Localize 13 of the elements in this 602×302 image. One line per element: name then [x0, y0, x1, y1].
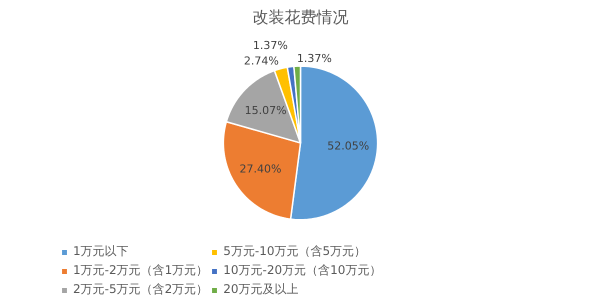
legend-label: 10万元-20万元（含10万元） — [223, 262, 382, 279]
data-label: 2.74% — [244, 54, 279, 68]
legend-label: 5万元-10万元（含5万元） — [223, 243, 366, 260]
data-label: 1.37% — [296, 52, 332, 65]
chart-title: 改装花费情况 — [252, 8, 348, 26]
legend-label: 1万元-2万元（含1万元） — [73, 262, 208, 279]
data-label: 15.07% — [244, 104, 287, 117]
data-label: 52.05% — [327, 140, 370, 153]
legend-label: 1万元以下 — [73, 243, 129, 260]
legend-label: 20万元及以上 — [223, 281, 299, 298]
data-label: 27.40% — [240, 162, 282, 176]
legend-label: 2万元-5万元（含2万元） — [73, 281, 208, 298]
data-label: 1.37% — [252, 38, 288, 52]
